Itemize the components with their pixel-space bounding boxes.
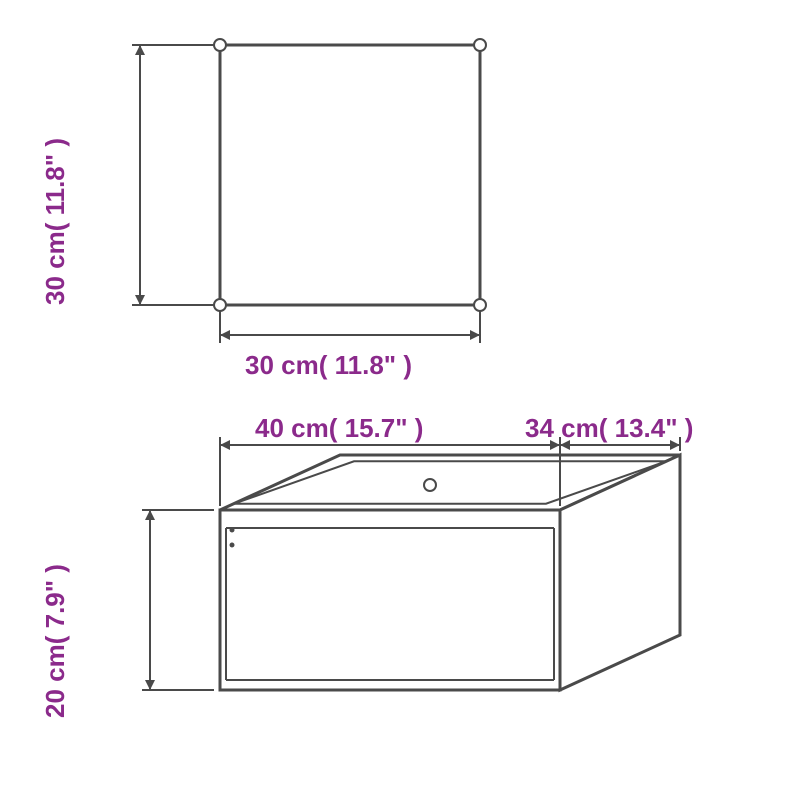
dim-mirror-width: 30 cm( 11.8" ) xyxy=(245,350,412,381)
dim-mirror-height: 30 cm( 11.8" ) xyxy=(40,138,71,305)
dim-cab-width: 40 cm( 15.7" ) xyxy=(255,413,423,444)
dim-cab-depth: 34 cm( 13.4" ) xyxy=(525,413,693,444)
dim-cab-height: 20 cm( 7.9" ) xyxy=(40,564,71,718)
dimension-drawing xyxy=(0,0,800,800)
